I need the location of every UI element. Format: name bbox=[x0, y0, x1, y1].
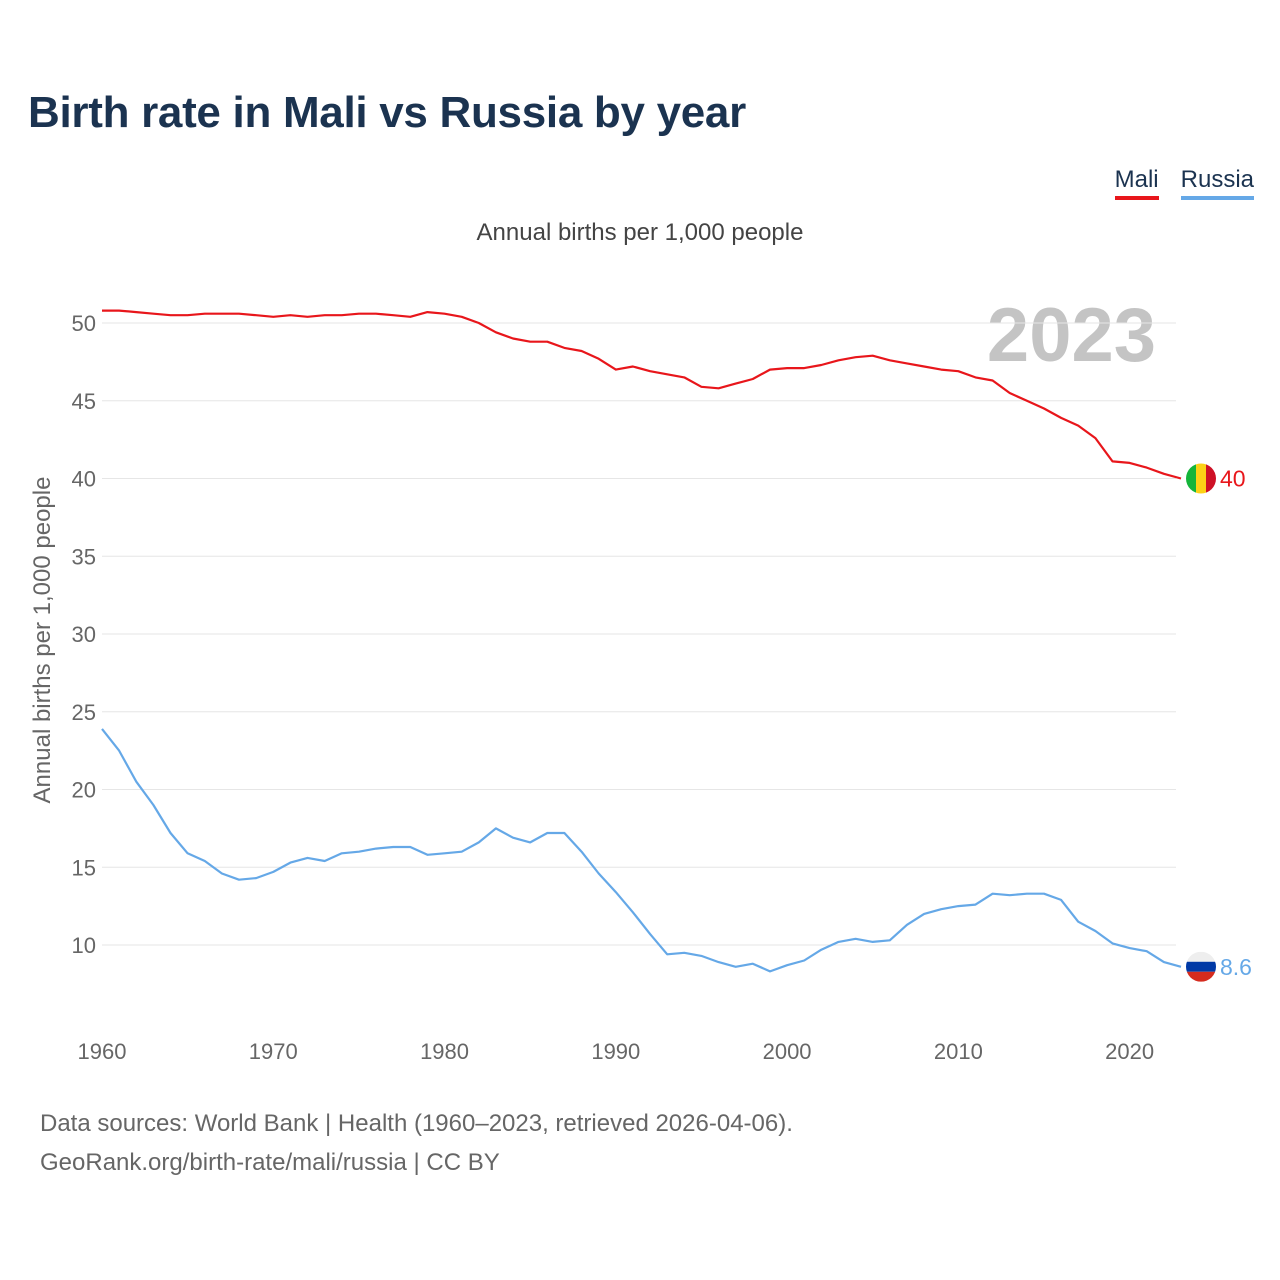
series-line-mali bbox=[102, 309, 1182, 480]
mali-flag-green-stripe bbox=[1186, 463, 1196, 494]
series-lines bbox=[101, 309, 1182, 973]
mali-flag-red-stripe bbox=[1206, 463, 1216, 494]
y-tick-label: 30 bbox=[72, 622, 96, 647]
y-tick-label: 25 bbox=[72, 700, 96, 725]
y-tick-label: 10 bbox=[72, 933, 96, 958]
line-chart: Annual births per 1,000 people Annual bi… bbox=[29, 219, 1252, 1064]
mali-flag-yellow-stripe bbox=[1196, 463, 1206, 494]
x-tick-label: 1990 bbox=[591, 1039, 640, 1064]
y-axis-label: Annual births per 1,000 people bbox=[29, 477, 56, 804]
end-markers: 40 8.6 bbox=[1186, 463, 1252, 982]
x-axis-ticks: 1960 1970 1980 1990 2000 2010 2020 bbox=[78, 1039, 1155, 1064]
y-tick-label: 20 bbox=[72, 778, 96, 803]
y-tick-label: 45 bbox=[72, 389, 96, 414]
russia-flag-red-stripe bbox=[1186, 971, 1216, 982]
y-tick-label: 50 bbox=[72, 311, 96, 336]
x-tick-label: 1960 bbox=[78, 1039, 127, 1064]
x-tick-label: 2020 bbox=[1105, 1039, 1154, 1064]
x-tick-label: 1970 bbox=[249, 1039, 298, 1064]
x-tick-label: 2010 bbox=[934, 1039, 983, 1064]
chart-title: Birth rate in Mali vs Russia by year bbox=[28, 88, 746, 137]
footer: Data sources: World Bank | Health (1960–… bbox=[40, 1104, 793, 1182]
legend-item-russia[interactable]: Russia bbox=[1180, 166, 1254, 200]
mali-end-value-label: 40 bbox=[1220, 466, 1246, 492]
y-tick-label: 15 bbox=[72, 855, 96, 880]
russia-flag-icon bbox=[1186, 951, 1216, 982]
chart-subtitle: Annual births per 1,000 people bbox=[477, 219, 804, 246]
russia-end-value-label: 8.6 bbox=[1220, 954, 1252, 980]
footer-data-sources: Data sources: World Bank | Health (1960–… bbox=[40, 1110, 793, 1137]
mali-flag-icon bbox=[1186, 463, 1216, 494]
x-tick-label: 1980 bbox=[420, 1039, 469, 1064]
y-axis-ticks: 10 15 20 25 30 35 40 45 50 bbox=[72, 311, 96, 958]
russia-flag-blue-stripe bbox=[1186, 961, 1216, 972]
series-line-russia bbox=[101, 728, 1182, 973]
current-year-label: 2023 bbox=[987, 293, 1156, 378]
gridlines bbox=[102, 322, 1176, 946]
y-tick-label: 35 bbox=[72, 544, 96, 569]
x-tick-label: 2000 bbox=[763, 1039, 812, 1064]
legend: Mali Russia bbox=[1114, 166, 1254, 200]
y-tick-label: 40 bbox=[72, 467, 96, 492]
russia-flag-white-stripe bbox=[1186, 951, 1216, 962]
legend-item-mali[interactable]: Mali bbox=[1114, 166, 1159, 200]
footer-source-link[interactable]: GeoRank.org/birth-rate/mali/russia | CC … bbox=[40, 1149, 500, 1176]
